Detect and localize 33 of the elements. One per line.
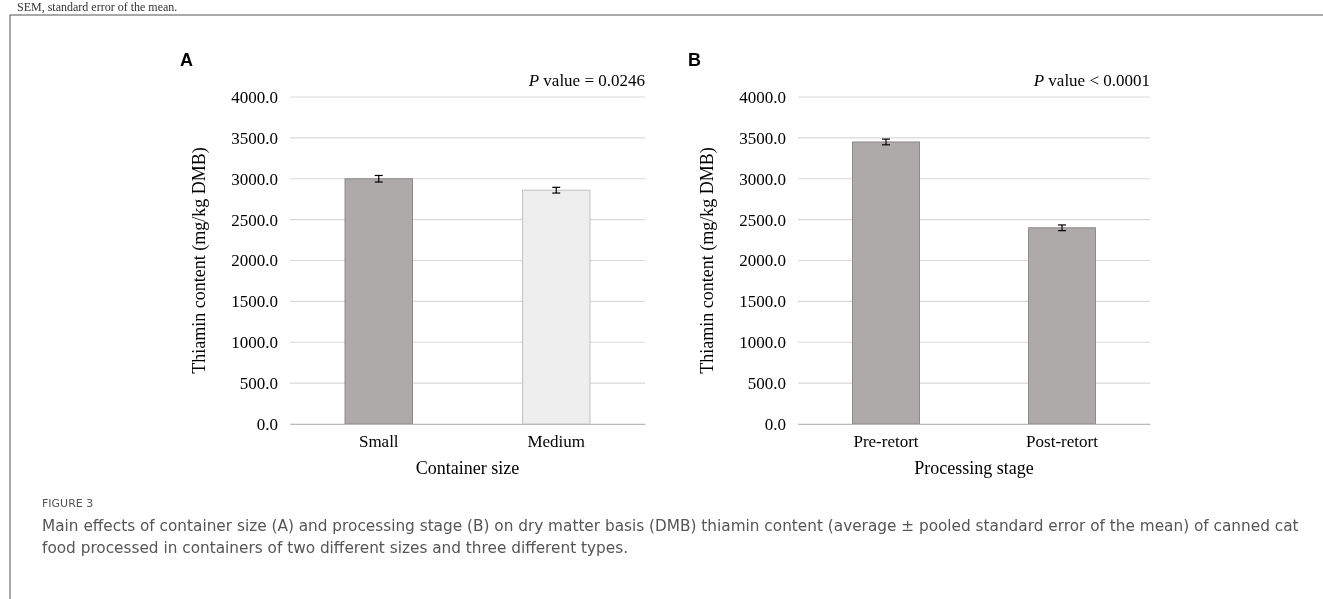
chart-title: B (688, 50, 701, 70)
text: P value = 0.0246 (527, 71, 645, 90)
text: SEM, standard error of the mean. (17, 0, 178, 14)
x-axis-title: Processing stage (914, 458, 1034, 478)
x-tick-label: Small (358, 432, 399, 452)
x-tick-label: Medium (527, 432, 586, 452)
y-tick-label: 1000.0 (231, 333, 278, 353)
y-tick-label: 4000.0 (231, 87, 278, 107)
caption: FIGURE 3 (42, 497, 94, 510)
y-axis-title: Thiamin content (mg/kg DMB) (189, 147, 210, 374)
y-tick-label: 500.0 (239, 374, 278, 394)
y-tick-label: 3500.0 (739, 128, 786, 148)
y-tick-label: 3000.0 (739, 169, 786, 189)
y-tick-label: 0.0 (256, 414, 278, 434)
y-tick-label: 3500.0 (231, 128, 278, 148)
x-axis-title: Container size (415, 458, 520, 478)
text: P value < 0.0001 (1032, 71, 1150, 90)
x-tick-label: Post-retort (1026, 432, 1099, 452)
text: Main effects of container size (A) and processing stage (B) on dry matter basis (DMB) thiamin content (average ± pooled standard error of the mean) of canned cat food processed in containers of two different sizes and three different types. (42, 517, 1299, 557)
chart-title: A (180, 50, 193, 70)
y-tick-label: 2500.0 (231, 210, 278, 230)
y-tick-label: 500.0 (747, 374, 786, 394)
y-tick-label: 3000.0 (231, 169, 278, 189)
y-tick-label: 2000.0 (739, 251, 786, 271)
x-tick-label: Pre-retort (853, 432, 919, 452)
y-tick-label: 1500.0 (231, 292, 278, 312)
y-axis-title: Thiamin content (mg/kg DMB) (697, 147, 718, 374)
y-tick-label: 1000.0 (739, 333, 786, 353)
y-tick-label: 0.0 (764, 414, 786, 434)
y-tick-label: 4000.0 (739, 87, 786, 107)
y-tick-label: 2500.0 (739, 210, 786, 230)
y-tick-label: 2000.0 (231, 251, 278, 271)
y-tick-label: 1500.0 (739, 292, 786, 312)
